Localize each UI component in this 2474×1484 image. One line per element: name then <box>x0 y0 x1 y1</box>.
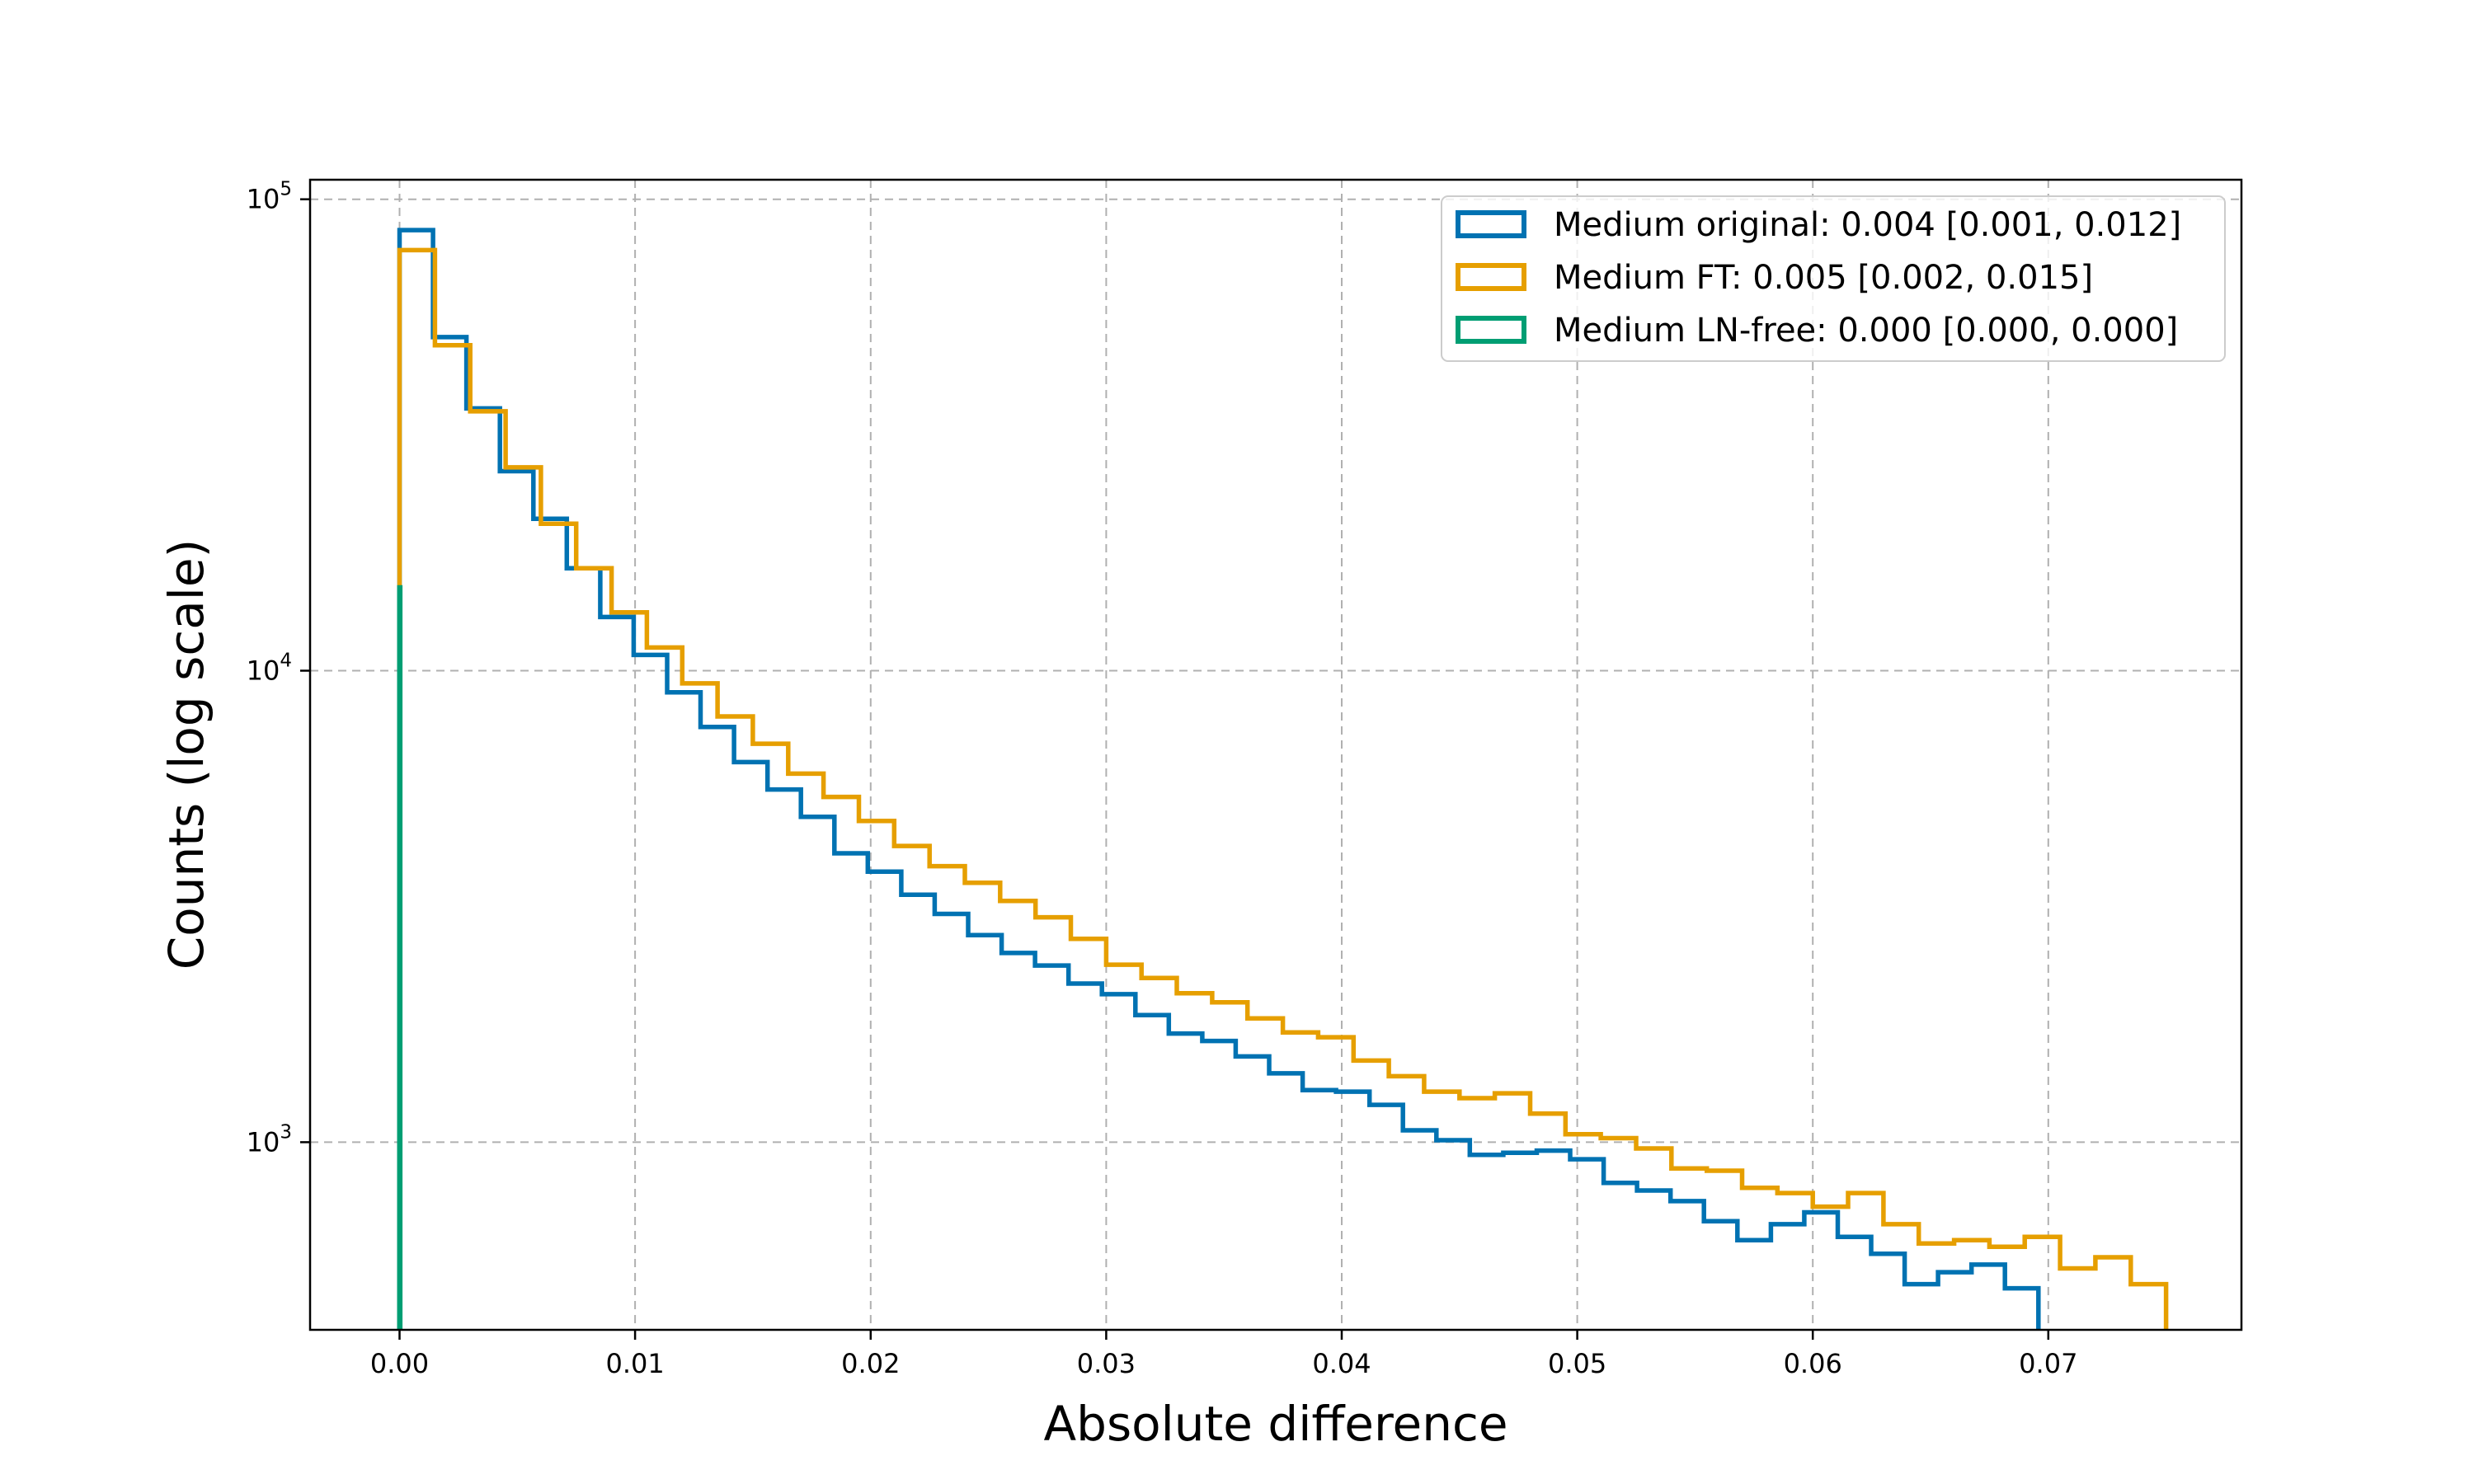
plot-frame <box>308 178 2243 1331</box>
plot-area <box>310 180 2241 1330</box>
y-axis-label: Counts (log scale) <box>158 539 214 970</box>
y-tick-label: 103 <box>247 1121 292 1158</box>
legend-swatch-medium-original <box>1456 210 1526 238</box>
legend-swatch-medium-ft <box>1456 263 1526 291</box>
x-tick-label: 0.02 <box>841 1348 900 1379</box>
series-medium-ft <box>397 247 2169 1330</box>
legend-box <box>1441 195 2226 362</box>
series-line-medium-original <box>397 228 2041 1330</box>
legend-swatch-medium-ln-free <box>1456 316 1526 344</box>
x-tick-label: 0.07 <box>2019 1348 2077 1379</box>
legend-label-medium-ln-free: Medium LN-free: 0.000 [0.000, 0.000] <box>1554 312 2178 350</box>
series-line-medium-ln-free <box>397 585 403 1330</box>
x-tick-label: 0.00 <box>370 1348 429 1379</box>
y-axis-ticks: 103 104 105 <box>247 179 310 1158</box>
legend-label-medium-ft: Medium FT: 0.005 [0.002, 0.015] <box>1554 259 2093 297</box>
y-tick-label: 104 <box>247 650 292 687</box>
series-group <box>397 228 2169 1330</box>
series-medium-original <box>397 228 2041 1330</box>
legend: Medium original: 0.004 [0.001, 0.012] Me… <box>1441 195 2226 362</box>
series-medium-ln-free <box>397 585 403 1330</box>
x-axis-label: Absolute difference <box>1043 1396 1507 1452</box>
x-tick-label: 0.03 <box>1077 1348 1136 1379</box>
y-tick-label: 105 <box>247 179 292 215</box>
series-line-medium-ft <box>397 247 2169 1330</box>
legend-label-medium-original: Medium original: 0.004 [0.001, 0.012] <box>1554 206 2181 244</box>
x-tick-label: 0.05 <box>1548 1348 1606 1379</box>
x-tick-label: 0.01 <box>605 1348 664 1379</box>
x-tick-label: 0.04 <box>1312 1348 1371 1379</box>
x-tick-label: 0.06 <box>1784 1348 1842 1379</box>
x-axis-ticks: 0.00 0.01 0.02 0.03 0.04 0.05 0.06 0.07 <box>370 1330 2077 1379</box>
